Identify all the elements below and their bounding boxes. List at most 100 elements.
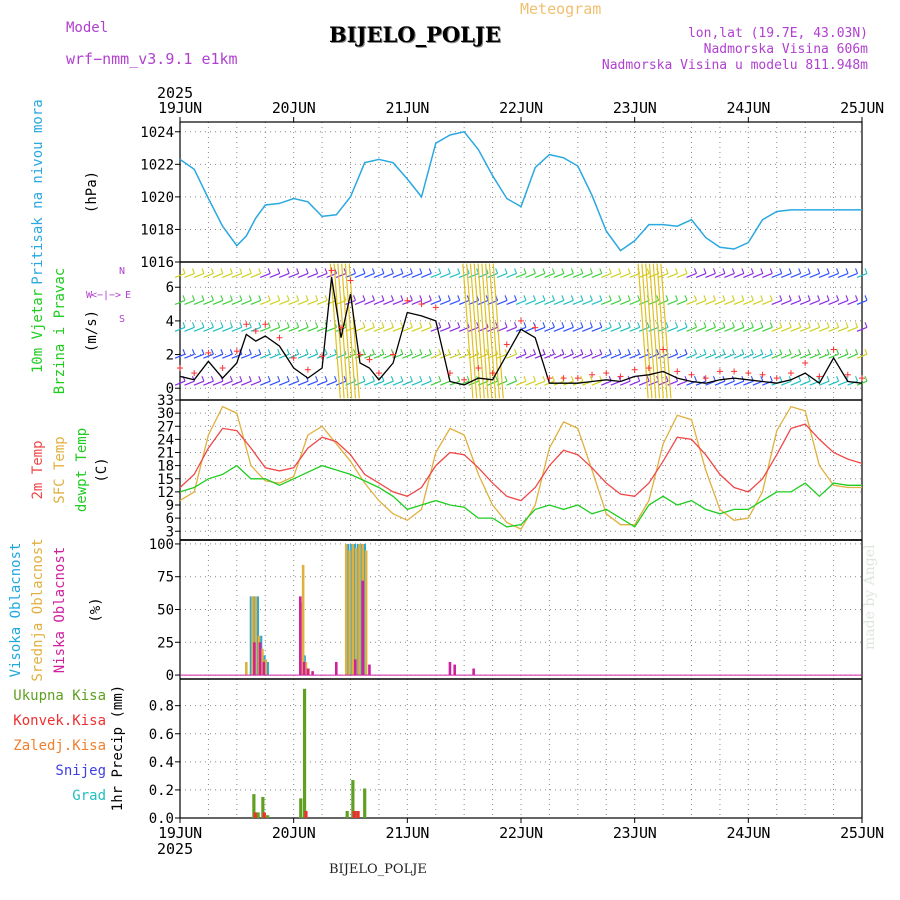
precip-legend-item: Snijeg: [55, 763, 106, 779]
wind-barb-flag: [239, 268, 243, 274]
wind-barb-flag: [447, 295, 451, 301]
model-label: Model: [66, 20, 109, 36]
wind-barb: [828, 272, 839, 279]
time-label-top: 21JUN: [386, 99, 430, 117]
y-tick-label: 1020: [140, 190, 174, 206]
precip-bar: [256, 812, 260, 818]
wind-barb: [676, 272, 688, 279]
wind-barb-flag: [409, 268, 413, 274]
wind-barb-flag: [608, 295, 612, 301]
wind-barb: [544, 326, 555, 332]
wind-barb: [222, 380, 233, 386]
wind-barb-flag: [258, 349, 262, 355]
wind-barb-flag: [637, 349, 641, 355]
wind-barb: [610, 326, 621, 332]
time-label-bottom: 22JUN: [499, 824, 543, 842]
wind-barb-flag: [542, 295, 546, 301]
wind-barb: [373, 380, 385, 386]
wind-barb: [184, 353, 195, 359]
wind-barb-flag: [551, 349, 555, 355]
wind-barb-flag: [845, 268, 849, 274]
wind-barb-flag: [798, 295, 802, 301]
wind-barb-flag: [286, 322, 290, 328]
wind-barb-flag: [589, 268, 593, 274]
wind-barb-long: [488, 263, 501, 399]
wind-barb-flag: [523, 375, 527, 382]
footer-station: BIJELO_POLJE: [329, 862, 427, 877]
wind-barb-flag: [788, 268, 792, 274]
wind-barb-flag: [334, 349, 338, 355]
y-tick-label: 27: [157, 419, 174, 435]
wind-barb: [856, 353, 868, 359]
wind-barb: [638, 272, 650, 279]
wind-barb: [411, 326, 423, 332]
altitude-label: Nadmorska Visina 606m: [703, 42, 868, 57]
wind-barb: [619, 299, 631, 305]
wind-barb-flag: [343, 375, 347, 382]
wind-barb-flag: [495, 322, 499, 328]
wind-barb: [184, 380, 195, 386]
2m-temp-line: [179, 423, 863, 502]
cloud-bar: [304, 661, 308, 676]
precip-bar: [352, 810, 356, 818]
precip-bar: [261, 796, 265, 818]
wind-barb-long: [648, 263, 661, 399]
wind-barb: [837, 353, 849, 359]
wind-barb-flag: [523, 268, 527, 274]
wind-barb: [733, 353, 745, 359]
wind-barb: [402, 326, 413, 332]
cloud-bar: [364, 550, 368, 676]
wind-barb-flag: [788, 349, 792, 355]
precip-legend-item: Ukupna Kisa: [13, 688, 106, 704]
y-tick-label: 24: [157, 432, 174, 448]
wind-barb: [335, 380, 347, 386]
wind-barb-flag: [570, 268, 574, 274]
y-tick-label: 0.8: [149, 699, 174, 715]
compass-arrows: <−|−>: [91, 290, 121, 301]
wind-barb-flag: [684, 322, 688, 328]
wind-barb-flag: [693, 268, 698, 274]
y-tick-label: 12: [157, 485, 174, 501]
wind-barb-flag: [258, 375, 262, 382]
wind-barb: [184, 326, 195, 332]
wind-barb-flag: [438, 349, 442, 355]
wind-barb-flag: [419, 295, 423, 301]
precip-legend-item: Konvek.Kisa: [13, 713, 106, 729]
wind-barb-flag: [637, 295, 641, 301]
wind-barb-flag: [229, 349, 233, 355]
wind-barb-flag: [210, 268, 214, 274]
wind-barb: [790, 326, 801, 332]
cloud-unit-label: (%): [88, 597, 104, 622]
wind-barb-flag: [570, 322, 574, 328]
wind-barb-flag: [731, 295, 735, 301]
wind-barb-flag: [400, 295, 404, 301]
wind-barb-flag: [561, 349, 565, 355]
wind-barb-flag: [248, 295, 252, 301]
wind-barb-long: [492, 263, 504, 399]
wind-barb-flag: [589, 349, 593, 355]
wind-barb-flag: [248, 349, 252, 355]
y-tick-label: 2: [166, 348, 174, 364]
wind-barb: [449, 299, 460, 305]
wind-barb-long: [462, 263, 474, 399]
wind-barb-flag: [608, 349, 612, 355]
wind-barb-flag: [675, 268, 679, 274]
wind-barb: [515, 272, 527, 279]
wind-barb-flag: [191, 349, 195, 355]
wind-barb-flag: [390, 322, 394, 328]
wind-barb-flag: [466, 349, 470, 355]
wind-barb: [278, 353, 290, 359]
wind-barb-flag: [627, 322, 631, 328]
wind-barb-flag: [807, 349, 811, 355]
y-tick-label: 21: [157, 446, 174, 462]
wind-barb-flag: [428, 375, 432, 382]
wind-barb: [250, 380, 262, 386]
precip-bar: [302, 688, 307, 818]
wind-barb-flag: [836, 322, 840, 328]
wind-barb-flag: [760, 375, 764, 382]
wind-barb: [231, 326, 243, 332]
wind-barb: [373, 326, 385, 332]
cloud-bar: [356, 543, 360, 676]
wind-barb-flag: [296, 322, 300, 328]
